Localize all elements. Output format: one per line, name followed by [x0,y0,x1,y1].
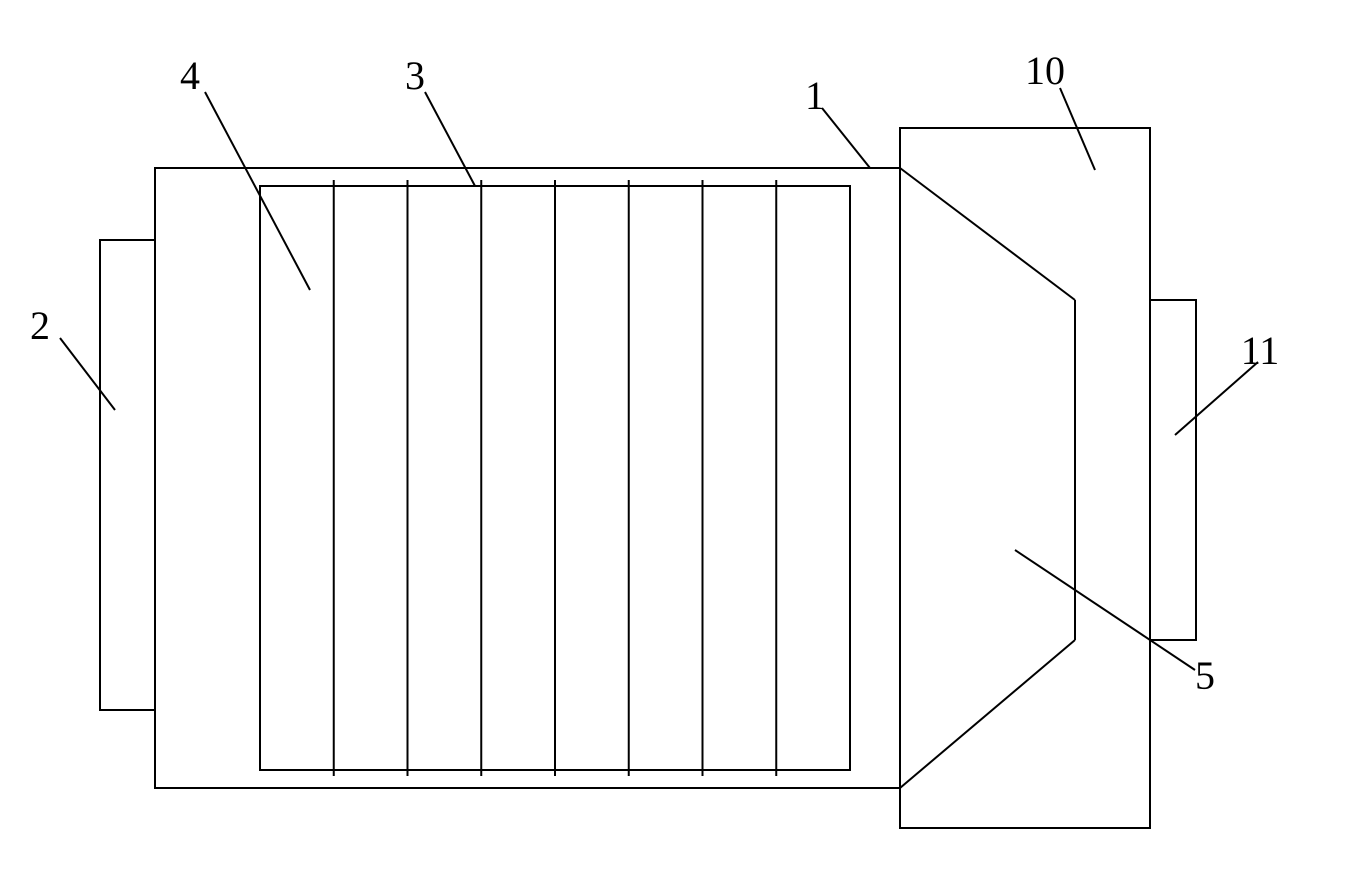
leader-l5 [1015,550,1195,670]
label-n3: 3 [405,53,425,98]
label-n4: 4 [180,53,200,98]
label-n11: 11 [1241,328,1280,373]
trapezoid-bottom [900,640,1075,788]
leader-l2 [60,338,115,410]
leader-l3 [425,92,475,186]
left-small-rect [100,240,155,710]
right-big-rect [900,128,1150,828]
label-n5: 5 [1195,653,1215,698]
trapezoid-top [900,168,1075,300]
label-n1: 1 [805,73,825,118]
label-n10: 10 [1025,48,1065,93]
leader-l4 [205,92,310,290]
label-n2: 2 [30,303,50,348]
main-body-rect [155,168,900,788]
right-small-rect [1150,300,1196,640]
leader-l1 [822,108,870,168]
